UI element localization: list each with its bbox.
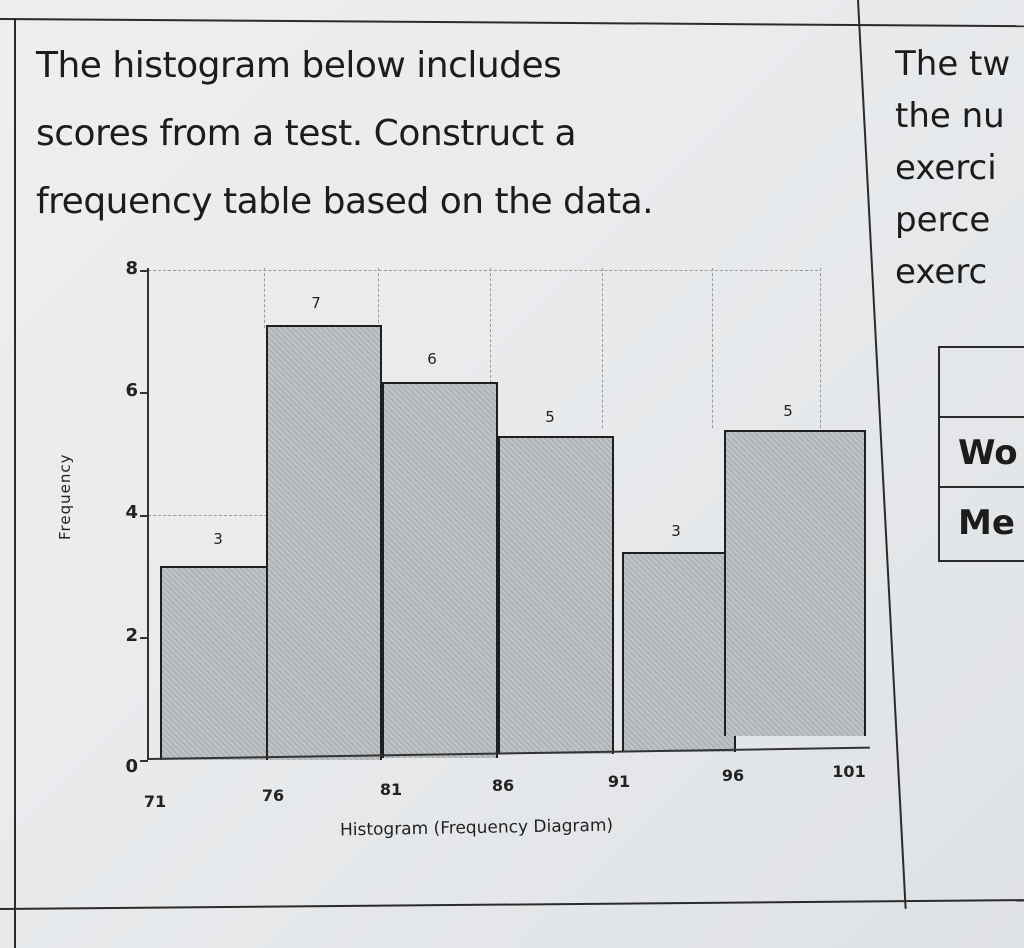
histogram-chart: 8 6 4 2 0 Frequency 3 7 6 5 3 5 71 76 81…	[56, 250, 880, 850]
question-line: scores from a test. Construct a	[36, 113, 577, 154]
y-axis	[147, 268, 149, 760]
question-line: The histogram below includes	[36, 45, 562, 86]
x-axis-title: Histogram (Frequency Diagram)	[339, 815, 614, 841]
adjacent-table: Wo Me	[938, 346, 1024, 562]
y-tick	[140, 392, 148, 394]
gridline-v	[264, 268, 266, 328]
gridline-v	[490, 268, 492, 388]
bar-value-label: 7	[311, 294, 321, 312]
bar-86-91	[498, 436, 614, 754]
y-tick	[140, 760, 148, 762]
y-tick-label: 0	[125, 756, 138, 777]
gridline-8	[148, 270, 818, 272]
adjacent-line: The tw	[895, 44, 1011, 84]
gridline-v	[712, 268, 714, 428]
bar-value-label: 3	[671, 522, 681, 540]
adjacent-line: exerc	[895, 252, 988, 292]
x-tick-label: 81	[379, 780, 403, 799]
bar-value-label: 3	[213, 530, 223, 548]
y-tick	[140, 270, 148, 272]
adjacent-line: the nu	[895, 96, 1005, 136]
y-tick-label: 6	[125, 380, 138, 401]
gridline-v	[378, 268, 380, 328]
top-border-line	[0, 18, 1024, 28]
adjacent-line: exerci	[895, 148, 997, 188]
bar-71-76	[160, 566, 276, 760]
adjacent-line: perce	[895, 200, 991, 240]
bar-value-label: 5	[783, 402, 793, 420]
y-tick	[140, 637, 148, 639]
y-axis-label: Frequency	[56, 453, 74, 541]
x-tick-label: 71	[143, 792, 167, 811]
x-tick-label: 91	[607, 772, 631, 791]
table-row-men: Me	[958, 503, 1015, 543]
y-tick-label: 8	[125, 258, 138, 279]
bar-76-81	[266, 325, 382, 760]
table-row-header	[940, 348, 1024, 418]
question-line: frequency table based on the data.	[36, 181, 654, 222]
x-tick-label: 76	[261, 786, 285, 805]
y-tick-label: 4	[125, 502, 138, 523]
bar-value-label: 6	[427, 350, 437, 368]
table-row-women: Wo	[940, 418, 1024, 488]
bar-91-96	[622, 552, 736, 752]
bar-value-label: 5	[545, 408, 555, 426]
y-tick	[140, 515, 148, 517]
gridline-v	[602, 268, 604, 428]
gridline-4	[148, 515, 308, 517]
bar-81-86	[382, 382, 498, 758]
adjacent-question-text: The tw the nu exerci perce exerc	[895, 38, 1024, 298]
bottom-border-line	[0, 899, 1024, 910]
x-tick-label: 101	[832, 762, 866, 781]
y-tick-label: 2	[125, 625, 138, 646]
left-border-line	[14, 18, 16, 948]
question-text: The histogram below includes scores from…	[36, 32, 856, 236]
bar-96-101	[724, 430, 866, 736]
x-tick-label: 96	[721, 766, 745, 785]
gridline-v	[820, 268, 822, 438]
x-tick-label: 86	[491, 776, 515, 795]
